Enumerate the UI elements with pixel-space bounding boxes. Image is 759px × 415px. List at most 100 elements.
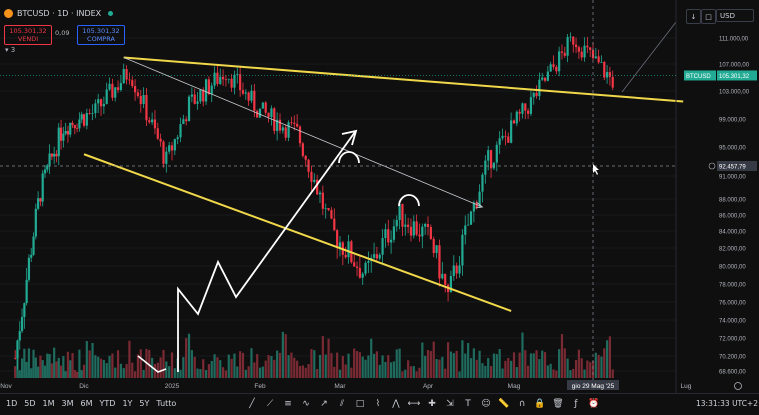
timeframe-1m[interactable]: 1M [42, 399, 55, 408]
timeframe-3m[interactable]: 3M [61, 399, 74, 408]
fib-icon[interactable]: ≡ [284, 399, 292, 409]
last-price-symbol-box [684, 70, 716, 81]
candle-body [71, 122, 74, 125]
indicator-count[interactable]: ▾ 3 [5, 46, 16, 54]
time-axis[interactable]: Nov Dic 2025 Feb Mar Apr Mag gio 29 Mag '25 Lug [0, 380, 692, 390]
emoji-icon[interactable]: ☺ [481, 399, 491, 409]
measure-icon[interactable]: ⟷ [407, 399, 421, 409]
clock: 13:31:33 UTC+2 [696, 399, 758, 408]
volume-bar [492, 353, 496, 378]
drawings[interactable] [0, 0, 684, 380]
timeframe-6m[interactable]: 6M [80, 399, 93, 408]
volume-bar [381, 355, 384, 378]
candle-body [515, 111, 518, 124]
volume-bar [458, 371, 461, 378]
candle-body [566, 37, 569, 56]
candle-body [532, 92, 535, 98]
cross-icon[interactable]: ✚ [428, 399, 436, 409]
candle-body [543, 77, 547, 81]
time-tick-label: Dic [79, 383, 89, 390]
drawing-tools: ╱ ⟋ ≡ ∿ ↗ ⫽ □ ⌇ ⋀ ⟷ ✚ ⇲ T ☺ 📏 ∩ 🔒 🗑 ƒ ⏰ [245, 397, 601, 411]
candle-body [301, 143, 304, 156]
candle-body [492, 162, 496, 169]
sell-button[interactable]: 105.301,32 VENDI [4, 25, 52, 45]
candle-body [478, 191, 481, 208]
volume-bar [489, 366, 493, 378]
timeframe-ytd[interactable]: YTD [99, 399, 116, 408]
lock-icon[interactable]: 🔒 [534, 399, 546, 409]
candle-body [148, 120, 151, 123]
volume-bar [227, 354, 230, 378]
candle-body [39, 198, 42, 202]
candle-body [589, 47, 592, 51]
volume-bar [583, 369, 586, 378]
candle-body [105, 89, 108, 104]
volume-bar [136, 354, 140, 378]
time-tick-label: Mag [508, 383, 521, 390]
buy-button[interactable]: 105.301,32 COMPRA [77, 25, 125, 45]
volume-bar [589, 362, 592, 378]
candle-body [510, 120, 513, 143]
magnet-icon[interactable]: ∩ [518, 399, 526, 409]
indicator-icon[interactable]: ƒ [574, 399, 578, 409]
ray-tool-icon[interactable]: ╱ [249, 399, 255, 409]
candles [14, 32, 614, 370]
candle-body [538, 79, 541, 97]
price-tick-label: 80.000,00 [719, 265, 746, 271]
currency-select[interactable]: USD [716, 9, 754, 22]
candle-body [600, 62, 603, 63]
projection-icon[interactable]: ⇲ [446, 399, 454, 409]
symbol-header[interactable]: BTCUSD · 1D · INDEX [4, 9, 114, 18]
volume-bar [139, 349, 142, 378]
price-chart[interactable]: 68.600,00 70.200,00 72.000,00 74.000,00 76.0… [0, 0, 759, 393]
text-icon[interactable]: T [465, 399, 471, 409]
candle-body [469, 211, 473, 225]
time-tick-label: 2025 [165, 383, 180, 390]
timeframe-5y[interactable]: 5Y [139, 399, 150, 408]
alert-icon[interactable]: ⏰ [588, 399, 600, 409]
candle-body [97, 99, 100, 104]
market-open-icon [108, 11, 114, 16]
timeframe-1y[interactable]: 1Y [122, 399, 133, 408]
volume-bar [219, 360, 222, 378]
volume-bar [267, 355, 270, 378]
candle-body [66, 130, 70, 135]
candle-body [264, 102, 267, 113]
volume-bar [504, 360, 507, 378]
candle-body [48, 153, 51, 166]
rectangle-icon[interactable]: □ [355, 399, 365, 409]
download-icon[interactable]: ↓ [686, 9, 701, 24]
candle-body [185, 119, 188, 122]
crosshair-date-box [567, 380, 619, 390]
path-icon[interactable]: ⌇ [375, 399, 381, 409]
candle-body [395, 219, 398, 227]
volume-bar [333, 366, 336, 378]
candle-body [230, 78, 233, 88]
candle-body [560, 51, 564, 53]
timeframe-tutto[interactable]: Tutto [156, 399, 177, 408]
candle-body [256, 110, 259, 118]
volume-bar [441, 356, 444, 378]
candle-body [270, 108, 273, 117]
pattern-icon[interactable]: ⋀ [392, 399, 400, 409]
candle-body [261, 102, 264, 109]
brush-icon[interactable]: ∿ [302, 399, 310, 409]
volume-bar [429, 351, 432, 378]
candle-body [484, 160, 487, 175]
candle-body [233, 74, 236, 88]
volume-bar [597, 354, 600, 378]
timeframe-5d[interactable]: 5D [24, 399, 36, 408]
price-axis[interactable]: 68.600,00 70.200,00 72.000,00 74.000,00 76.0… [0, 0, 757, 393]
candle-body [603, 62, 606, 78]
price-tick-label: 88.000,00 [719, 198, 746, 204]
candle-body [176, 137, 179, 140]
volume-bar [432, 341, 435, 378]
fullscreen-icon[interactable]: □ [701, 9, 716, 24]
timeframe-1d[interactable]: 1D [6, 399, 18, 408]
arrow-icon[interactable]: ↗ [320, 399, 328, 409]
channel-icon[interactable]: ⫽ [339, 399, 344, 409]
ruler-icon[interactable]: 📏 [498, 399, 510, 409]
trend-line-icon[interactable]: ⟋ [266, 399, 274, 409]
trash-icon[interactable]: 🗑 [552, 399, 564, 409]
volume-bar [387, 355, 390, 378]
